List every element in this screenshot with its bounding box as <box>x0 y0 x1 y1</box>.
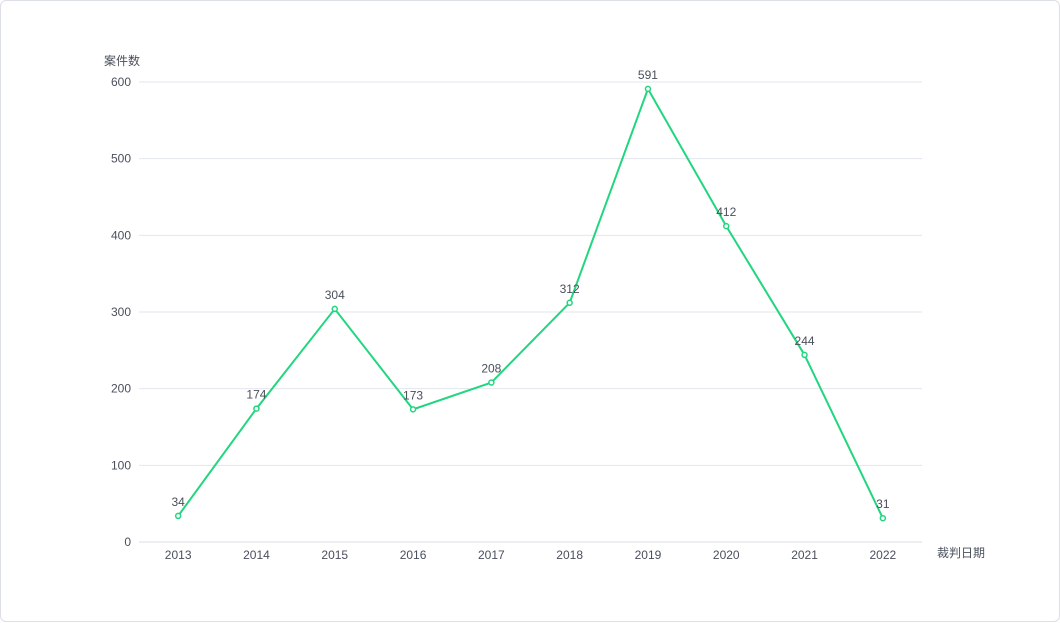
x-tick-label: 2014 <box>243 548 270 562</box>
y-axis-ticks: 0 100 200 300 400 500 600 <box>111 75 131 549</box>
y-tick-label: 600 <box>111 75 131 89</box>
data-label: 312 <box>560 282 580 296</box>
data-label: 174 <box>246 388 266 402</box>
x-tick-label: 2021 <box>791 548 818 562</box>
x-tick-label: 2017 <box>478 548 505 562</box>
grid-lines <box>139 81 922 543</box>
x-tick-label: 2022 <box>869 548 896 562</box>
data-point <box>723 222 730 230</box>
data-point <box>644 85 652 93</box>
series-line <box>177 87 884 519</box>
data-point <box>566 299 573 307</box>
x-tick-label: 2016 <box>400 548 427 562</box>
data-label: 31 <box>876 497 890 511</box>
x-tick-label: 2015 <box>321 548 348 562</box>
data-point <box>174 512 182 520</box>
series-polyline <box>177 87 884 519</box>
x-axis-label: 裁判日期 <box>937 546 985 560</box>
y-tick-label: 200 <box>111 382 131 396</box>
y-tick-label: 500 <box>111 152 131 166</box>
data-label: 34 <box>171 495 185 509</box>
series-points <box>174 85 887 522</box>
data-label: 591 <box>638 68 658 82</box>
data-label: 244 <box>795 334 815 348</box>
x-axis-ticks: 2013 2014 2015 2016 2017 2018 2019 2020 2021 2022 <box>165 548 897 562</box>
data-point <box>331 305 338 313</box>
x-tick-label: 2019 <box>635 548 662 562</box>
data-point <box>409 406 417 413</box>
data-label: 412 <box>716 205 736 219</box>
x-tick-label: 2020 <box>713 548 740 562</box>
data-labels: 34 174 304 173 208 312 591 412 244 31 <box>171 68 889 511</box>
y-axis-label: 案件数 <box>104 53 140 68</box>
data-label: 304 <box>325 288 345 302</box>
data-label: 173 <box>403 388 423 402</box>
x-tick-label: 2018 <box>556 548 583 562</box>
y-tick-label: 300 <box>111 305 131 319</box>
y-tick-label: 100 <box>111 458 131 472</box>
data-point <box>488 379 495 386</box>
y-tick-label: 0 <box>124 535 131 549</box>
data-point <box>801 351 808 359</box>
x-tick-label: 2013 <box>165 548 192 562</box>
data-label: 208 <box>481 362 501 376</box>
y-tick-label: 400 <box>111 228 131 242</box>
data-point <box>253 405 260 412</box>
data-point <box>879 514 887 522</box>
